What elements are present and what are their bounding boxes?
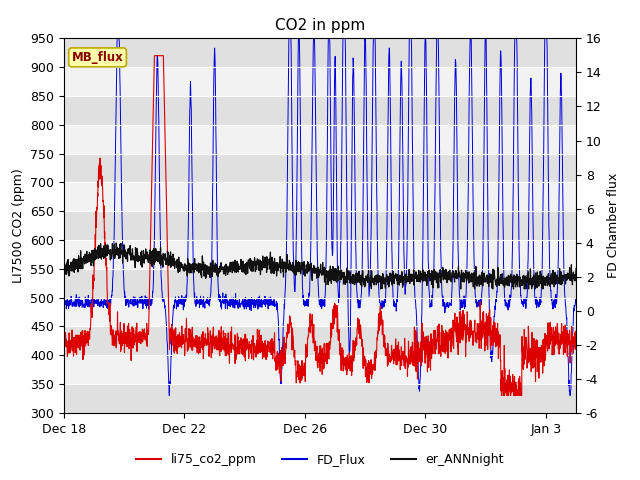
Bar (64, 384, 576, 413)
Bar (64, 96, 576, 125)
Y-axis label: LI7500 CO2 (ppm): LI7500 CO2 (ppm) (12, 168, 25, 283)
Bar (64, 211, 576, 240)
Legend: li75_co2_ppm, FD_Flux, er_ANNnight: li75_co2_ppm, FD_Flux, er_ANNnight (131, 448, 509, 471)
Bar (64, 38, 576, 67)
Bar (64, 269, 576, 298)
Bar (64, 154, 576, 182)
Title: CO2 in ppm: CO2 in ppm (275, 18, 365, 33)
Text: MB_flux: MB_flux (72, 51, 124, 64)
Bar (64, 326, 576, 355)
Y-axis label: FD Chamber flux: FD Chamber flux (607, 173, 620, 278)
